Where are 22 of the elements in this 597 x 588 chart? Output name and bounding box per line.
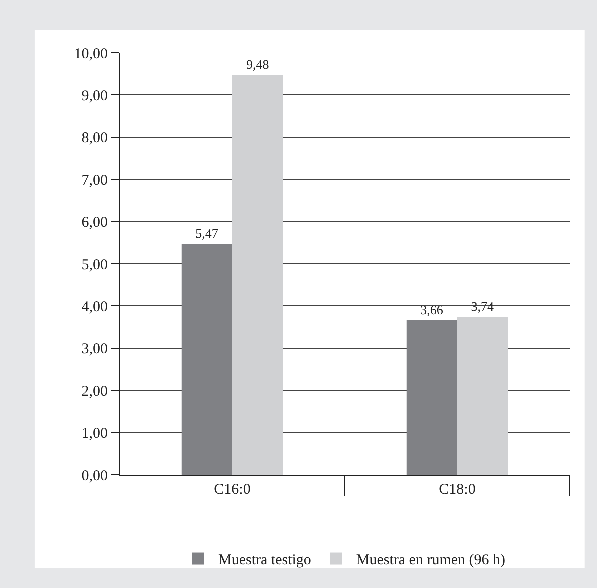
x-tick-label: C18:0	[439, 482, 476, 498]
y-tick-label: 3,00	[82, 342, 108, 358]
bar	[232, 74, 284, 475]
y-tick-label: 4,00	[82, 299, 108, 316]
y-tick-label: 2,00	[82, 384, 108, 400]
legend-label: Muestra en rumen (96 h)	[356, 552, 506, 569]
y-tick-label: 9,00	[82, 88, 108, 104]
y-tick-label: 5,00	[82, 257, 108, 274]
data-label: 5,47	[196, 226, 219, 242]
data-label: 3,66	[420, 302, 444, 318]
y-tick-label: 10,00	[74, 46, 108, 62]
y-tick-label: 7,00	[82, 172, 108, 189]
data-label: 9,48	[246, 56, 270, 72]
x-tick-label: C16:0	[214, 482, 251, 498]
legend-label: Muestra testigo	[218, 552, 312, 569]
y-tick-label: 6,00	[82, 215, 108, 232]
y-tick-label: 8,00	[82, 130, 108, 147]
y-tick-label: 0,00	[82, 468, 108, 484]
y-tick-label: 1,00	[82, 426, 108, 442]
bar	[406, 320, 458, 475]
bar	[458, 317, 508, 475]
bar	[182, 244, 232, 475]
